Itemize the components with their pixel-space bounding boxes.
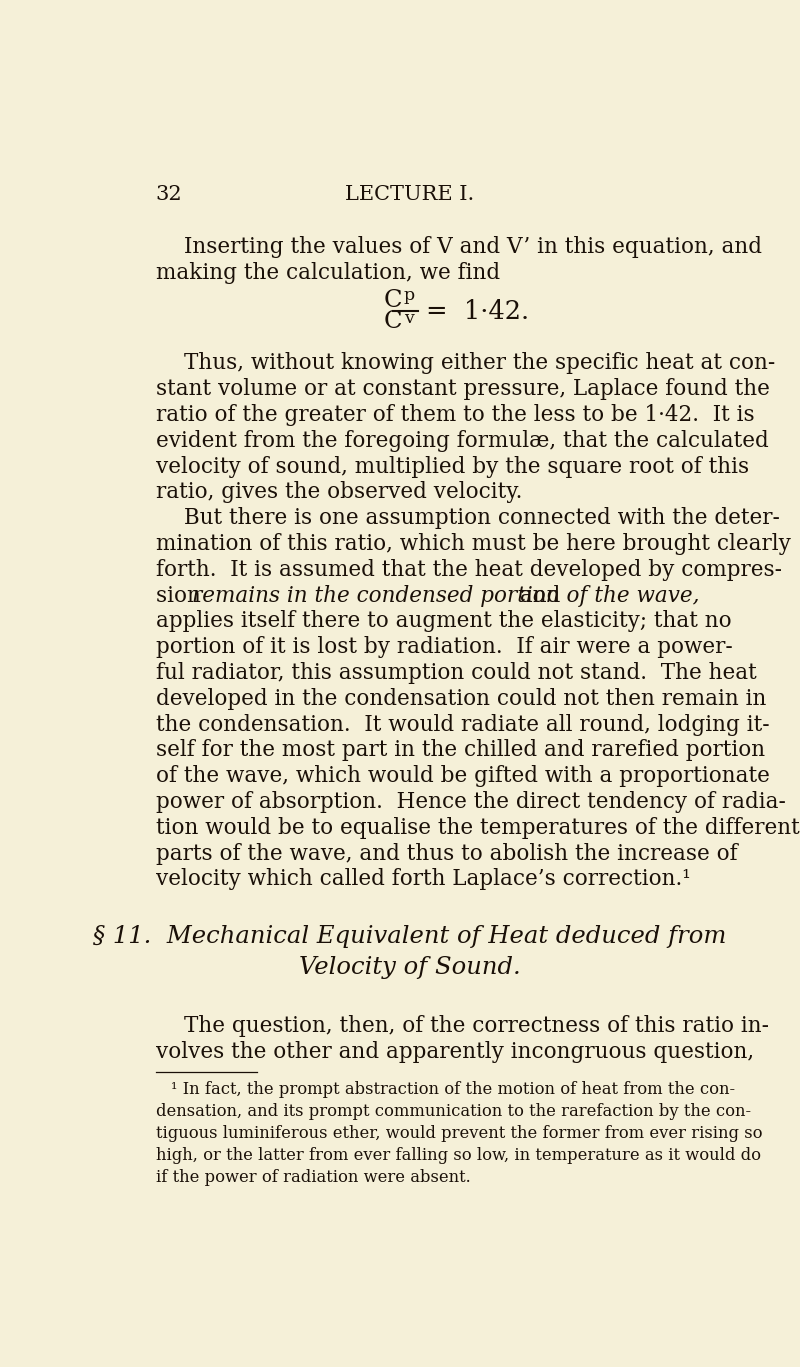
Text: C: C xyxy=(384,310,402,334)
Text: p: p xyxy=(404,287,415,305)
Text: velocity which called forth Laplace’s correction.¹: velocity which called forth Laplace’s co… xyxy=(156,868,690,890)
Text: applies itself there to augment the elasticity; that no: applies itself there to augment the elas… xyxy=(156,611,731,633)
Text: Thus, without knowing either the specific heat at con-: Thus, without knowing either the specifi… xyxy=(184,353,775,375)
Text: mination of this ratio, which must be here brought clearly: mination of this ratio, which must be he… xyxy=(156,533,790,555)
Text: sion: sion xyxy=(156,585,207,607)
Text: Velocity of Sound.: Velocity of Sound. xyxy=(299,956,521,979)
Text: ratio of the greater of them to the less to be 1·42.  It is: ratio of the greater of them to the less… xyxy=(156,405,754,427)
Text: making the calculation, we find: making the calculation, we find xyxy=(156,262,500,284)
Text: stant volume or at constant pressure, Laplace found the: stant volume or at constant pressure, La… xyxy=(156,379,770,401)
Text: the condensation.  It would radiate all round, lodging it-: the condensation. It would radiate all r… xyxy=(156,714,770,735)
Text: forth.  It is assumed that the heat developed by compres-: forth. It is assumed that the heat devel… xyxy=(156,559,782,581)
Text: C: C xyxy=(384,288,402,312)
Text: v: v xyxy=(404,309,414,327)
Text: parts of the wave, and thus to abolish the increase of: parts of the wave, and thus to abolish t… xyxy=(156,842,738,864)
Text: and: and xyxy=(513,585,561,607)
Text: =  1·42.: = 1·42. xyxy=(426,298,529,324)
Text: if the power of radiation were absent.: if the power of radiation were absent. xyxy=(156,1169,470,1185)
Text: of the wave, which would be gifted with a proportionate: of the wave, which would be gifted with … xyxy=(156,766,770,787)
Text: ¹ In fact, the prompt abstraction of the motion of heat from the con-: ¹ In fact, the prompt abstraction of the… xyxy=(171,1081,735,1098)
Text: high, or the latter from ever falling so low, in temperature as it would do: high, or the latter from ever falling so… xyxy=(156,1147,761,1163)
Text: But there is one assumption connected with the deter-: But there is one assumption connected wi… xyxy=(184,507,779,529)
Text: 32: 32 xyxy=(156,185,182,204)
Text: Inserting the values of V and V’ in this equation, and: Inserting the values of V and V’ in this… xyxy=(184,236,762,258)
Text: volves the other and apparently incongruous question,: volves the other and apparently incongru… xyxy=(156,1042,754,1064)
Text: LECTURE I.: LECTURE I. xyxy=(346,185,474,204)
Text: ful radiator, this assumption could not stand.  The heat: ful radiator, this assumption could not … xyxy=(156,662,757,684)
Text: § 11.  Mechanical Equivalent of Heat deduced from: § 11. Mechanical Equivalent of Heat dedu… xyxy=(94,925,726,949)
Text: developed in the condensation could not then remain in: developed in the condensation could not … xyxy=(156,688,766,709)
Text: remains in the condensed portion of the wave,: remains in the condensed portion of the … xyxy=(191,585,699,607)
Text: tiguous luminiferous ether, would prevent the former from ever rising so: tiguous luminiferous ether, would preven… xyxy=(156,1125,762,1141)
Text: evident from the foregoing formulæ, that the calculated: evident from the foregoing formulæ, that… xyxy=(156,429,769,452)
Text: portion of it is lost by radiation.  If air were a power-: portion of it is lost by radiation. If a… xyxy=(156,636,733,659)
Text: The question, then, of the correctness of this ratio in-: The question, then, of the correctness o… xyxy=(184,1016,769,1038)
Text: ratio, gives the observed velocity.: ratio, gives the observed velocity. xyxy=(156,481,522,503)
Text: self for the most part in the chilled and rarefied portion: self for the most part in the chilled an… xyxy=(156,740,765,761)
Text: densation, and its prompt communication to the rarefaction by the con-: densation, and its prompt communication … xyxy=(156,1103,751,1120)
Text: tion would be to equalise the temperatures of the different: tion would be to equalise the temperatur… xyxy=(156,817,799,839)
Text: power of absorption.  Hence the direct tendency of radia-: power of absorption. Hence the direct te… xyxy=(156,791,786,813)
Text: velocity of sound, multiplied by the square root of this: velocity of sound, multiplied by the squ… xyxy=(156,455,749,477)
